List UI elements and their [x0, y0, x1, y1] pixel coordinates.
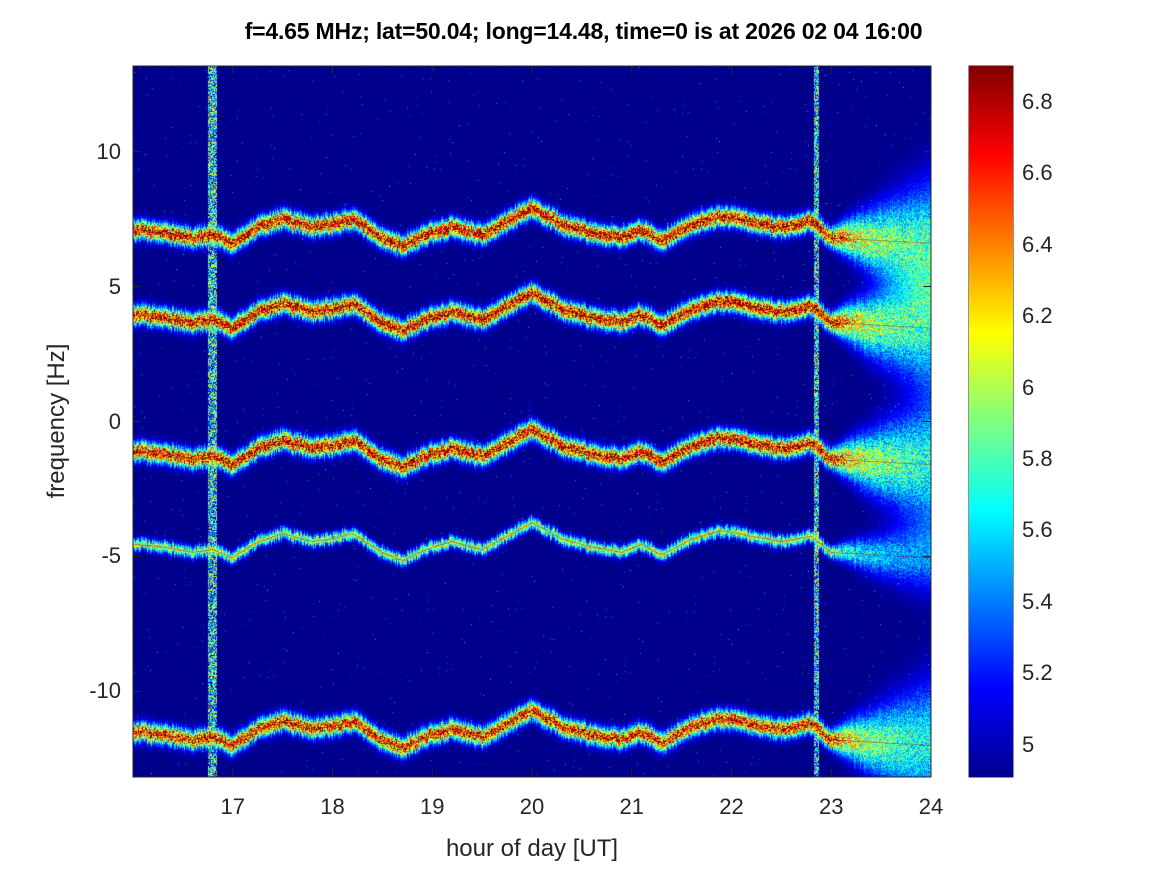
spectrogram-plot-area	[133, 66, 931, 777]
spectral-trace-trace-2	[132, 292, 932, 332]
spectrogram-overlay	[132, 207, 932, 749]
colorbar-tick-label: 6.2	[1022, 303, 1053, 329]
y-tick-label: 0	[108, 408, 121, 434]
x-tick-label: 19	[420, 794, 445, 819]
y-tick-label: -10	[89, 678, 121, 704]
y-tick-label: 5	[108, 273, 121, 299]
colorbar-tick-label: 5.6	[1022, 517, 1053, 543]
colorbar-tick-label: 5.4	[1022, 588, 1053, 614]
plot-border	[132, 65, 932, 778]
spectral-trace-trace-1	[132, 207, 932, 247]
x-tick-label: 20	[519, 794, 545, 819]
x-tick-label: 23	[819, 794, 844, 819]
chart-title: f=4.65 MHz; lat=50.04; long=14.48, time=…	[244, 18, 923, 44]
spectral-trace-trace-3	[132, 429, 932, 468]
colorbar-tick-label: 5.8	[1022, 446, 1053, 471]
colorbar-tick-label: 6.6	[1022, 160, 1053, 186]
spectral-trace-trace-5	[132, 709, 932, 749]
colorbar-tick-label: 5	[1022, 731, 1035, 757]
y-tick-label: 10	[96, 138, 121, 164]
y-tick-label: -5	[101, 543, 121, 569]
colorbar	[969, 66, 1013, 777]
colorbar-tick-label: 6	[1022, 374, 1035, 400]
x-tick-label: 17	[220, 794, 245, 819]
colorbar-tick-label: 5.2	[1022, 660, 1053, 686]
x-tick-label: 21	[619, 794, 644, 819]
spectrogram-heatmap	[133, 66, 931, 777]
spectral-trace-trace-4	[132, 522, 932, 562]
x-axis-label: hour of day [UT]	[445, 835, 619, 862]
colorbar-tick-label: 6.4	[1022, 231, 1053, 257]
y-axis-label: frequency [Hz]	[43, 343, 70, 499]
x-tick-label: 18	[320, 794, 345, 819]
colorbar-tick-label: 6.8	[1022, 88, 1053, 114]
x-tick-label: 24	[918, 794, 944, 819]
x-tick-label: 22	[719, 794, 744, 819]
